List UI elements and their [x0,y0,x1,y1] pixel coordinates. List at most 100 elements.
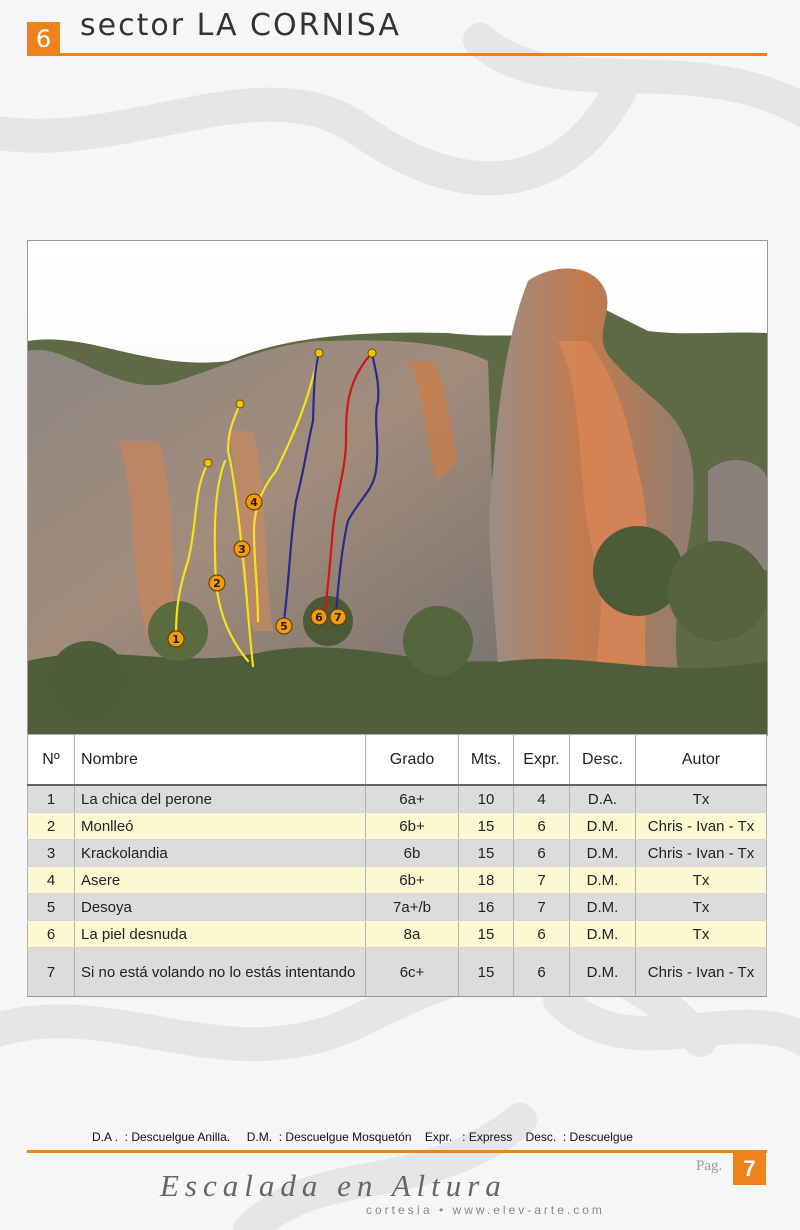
sector-number-badge: 6 [27,22,60,55]
route-marker-label: 4 [250,496,258,509]
col-header-author: Autor [635,734,767,786]
route-meters: 15 [458,812,514,840]
route-meters: 18 [458,866,514,894]
route-grade: 6b+ [365,866,459,894]
table-row: 3 Krackolandia 6b 15 6 D.M. Chris - Ivan - Tx [27,839,767,867]
route-author: Tx [635,866,767,894]
route-marker-4 [245,493,263,511]
route-topo: 1 2 3 4 5 6 7 [28,241,767,735]
route-descent: D.M. [569,866,636,894]
route-name: La chica del perone [74,785,366,813]
route-marker-2 [208,574,226,592]
route-quickdraws: 6 [513,812,570,840]
route-marker-5 [275,617,293,635]
page-label: Pag. [696,1158,723,1174]
col-header-meters: Mts. [458,734,514,786]
route-line-6 [322,351,374,619]
sector-title: sector LA CORNISA [80,8,401,43]
route-line-3 [226,402,255,668]
route-marker-label: 2 [213,577,221,590]
col-header-name: Nombre [74,734,366,786]
route-meters: 16 [458,893,514,921]
route-number: 1 [27,785,75,813]
route-line-4 [252,351,321,623]
route-number: 4 [27,866,75,894]
brand-website: cortesía • www.elev-arte.com [366,1203,605,1217]
footer-divider [27,1150,767,1153]
route-marker-6 [310,608,328,626]
table-row: 5 Desoya 7a+/b 16 7 D.M. Tx [27,893,767,921]
route-quickdraws: 6 [513,920,570,948]
route-marker-label: 6 [315,611,323,624]
table-row: 2 Monlleó 6b+ 15 6 D.M. Chris - Ivan - Tx [27,812,767,840]
table-header-row: Nº Nombre Grado Mts. Expr. Desc. Autor [27,734,767,786]
route-name: Monlleó [74,812,366,840]
col-header-grade: Grado [365,734,459,786]
route-marker-1 [167,630,185,648]
route-quickdraws: 7 [513,893,570,921]
route-descent: D.M. [569,947,636,997]
route-meters: 15 [458,839,514,867]
route-author: Chris - Ivan - Tx [635,812,767,840]
route-author: Tx [635,785,767,813]
route-grade: 6b [365,839,459,867]
route-marker-label: 5 [280,620,288,633]
route-descent: D.A. [569,785,636,813]
col-header-descent: Desc. [569,734,636,786]
route-author: Chris - Ivan - Tx [635,947,767,997]
col-header-quickdraws: Expr. [513,734,570,786]
route-number: 3 [27,839,75,867]
sector-name: LA CORNISA [196,8,401,43]
route-marker-3 [233,540,251,558]
header-divider [27,53,767,56]
route-quickdraws: 4 [513,785,570,813]
route-author: Tx [635,920,767,948]
route-meters: 15 [458,920,514,948]
route-name: La piel desnuda [74,920,366,948]
abbreviation-legend: D.A . : Descuelgue Anilla. D.M. : Descue… [92,1130,633,1144]
sector-prefix: sector [80,8,186,43]
route-meters: 10 [458,785,514,813]
route-line-5 [282,351,321,623]
brand-title: Escalada en Altura [160,1168,507,1203]
route-grade: 6b+ [365,812,459,840]
route-marker-7 [329,608,347,626]
route-grade: 8a [365,920,459,948]
route-marker-label: 1 [172,633,180,646]
page-number-badge: 7 [733,1152,766,1185]
route-line-7 [334,351,380,619]
route-grade: 6a+ [365,785,459,813]
route-author: Chris - Ivan - Tx [635,839,767,867]
route-anchor-3 [235,399,245,409]
route-line-1 [174,461,210,639]
table-row: 6 La piel desnuda 8a 15 6 D.M. Tx [27,920,767,948]
route-descent: D.M. [569,839,636,867]
routes-table: Nº Nombre Grado Mts. Expr. Desc. Autor 1… [27,734,767,997]
table-row: 7 Si no está volando no lo estás intentan… [27,947,767,997]
route-descent: D.M. [569,920,636,948]
table-row: 1 La chica del perone 6a+ 10 4 D.A. Tx [27,785,767,813]
route-grade: 6c+ [365,947,459,997]
route-number: 7 [27,947,75,997]
route-number: 6 [27,920,75,948]
route-quickdraws: 7 [513,866,570,894]
route-marker-label: 7 [334,611,342,624]
route-anchor-4 [314,348,324,358]
route-quickdraws: 6 [513,839,570,867]
route-descent: D.M. [569,812,636,840]
route-descent: D.M. [569,893,636,921]
table-row: 4 Asere 6b+ 18 7 D.M. Tx [27,866,767,894]
route-grade: 7a+/b [365,893,459,921]
route-name: Si no está volando no lo estás intentand… [74,947,366,997]
route-marker-label: 3 [238,543,246,556]
route-number: 5 [27,893,75,921]
route-meters: 15 [458,947,514,997]
route-name: Asere [74,866,366,894]
route-author: Tx [635,893,767,921]
route-name: Desoya [74,893,366,921]
route-name: Krackolandia [74,839,366,867]
route-anchor-6 [367,348,377,358]
route-number: 2 [27,812,75,840]
